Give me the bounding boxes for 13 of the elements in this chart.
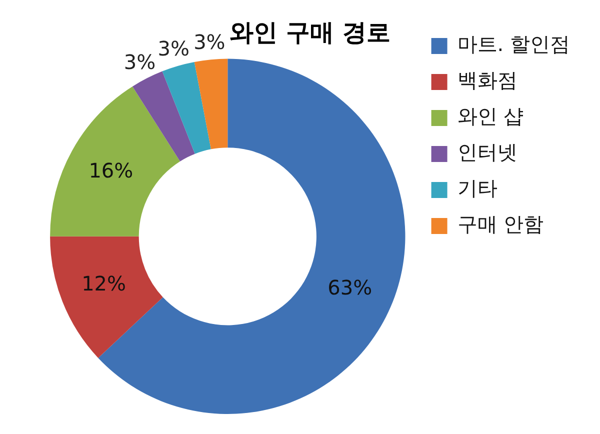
chart-title: 와인 구매 경로 [230, 18, 390, 47]
legend-label: 구매 안함 [457, 212, 544, 236]
legend-label: 백화점 [457, 68, 518, 92]
data-label: 3% [124, 50, 156, 74]
data-label: 16% [88, 158, 134, 182]
legend-label: 와인 샵 [457, 104, 524, 128]
data-label: 3% [158, 36, 190, 61]
legend-label: 마트. 할인점 [457, 32, 570, 56]
data-label: 63% [328, 276, 372, 300]
legend-label: 기타 [457, 176, 498, 200]
data-label: 12% [82, 272, 126, 296]
legend-label: 인터넷 [457, 140, 518, 164]
data-label: 3% [194, 30, 226, 54]
